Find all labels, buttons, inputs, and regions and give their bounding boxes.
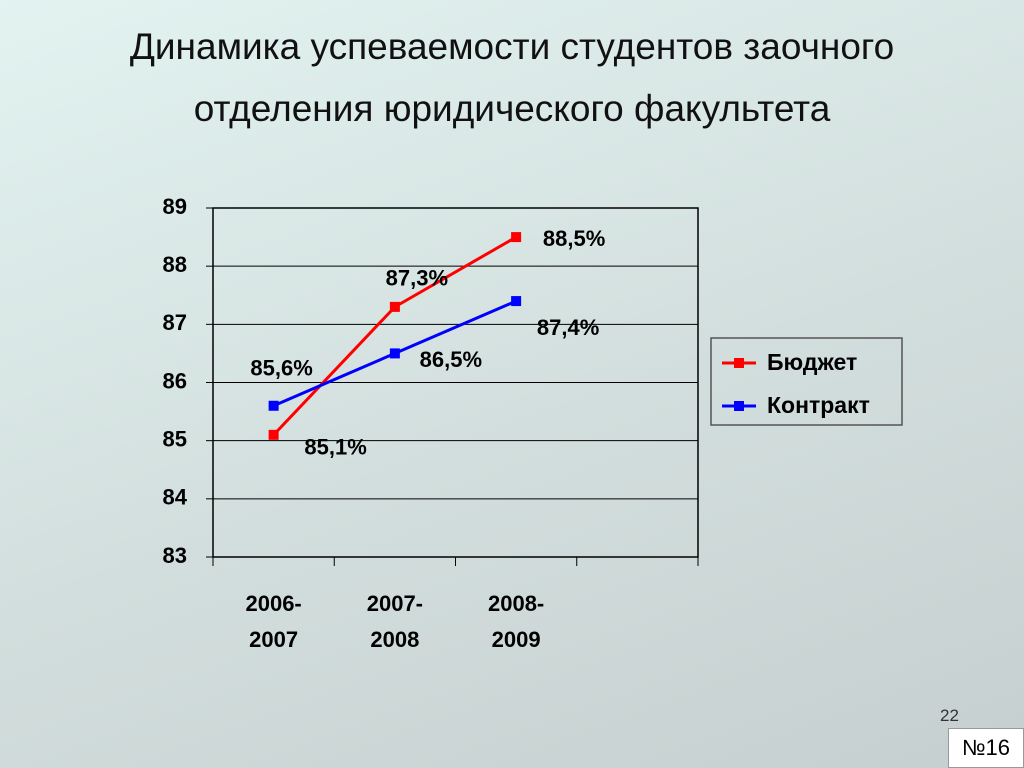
chart-title: Динамика успеваемости студентов заочного… xyxy=(129,26,895,129)
y-tick-label: 84 xyxy=(163,485,188,510)
y-tick-label: 86 xyxy=(163,368,187,393)
legend-box xyxy=(710,337,903,426)
data-point xyxy=(511,232,522,243)
data-point xyxy=(268,400,279,411)
y-tick-label: 89 xyxy=(163,194,187,219)
y-tick-label: 83 xyxy=(163,543,187,568)
data-point xyxy=(389,348,400,359)
y-tick-label: 85 xyxy=(163,426,187,451)
data-label: 86,5% xyxy=(420,347,482,372)
page-number: 22 xyxy=(940,706,959,725)
data-label: 88,5% xyxy=(543,226,605,251)
data-label: 87,3% xyxy=(386,266,448,291)
x-tick-label: 2007-2008 xyxy=(366,591,424,652)
data-label: 85,6% xyxy=(250,356,312,381)
legend-label: Бюджет xyxy=(767,349,857,375)
x-tick-label: 2008-2009 xyxy=(487,591,545,652)
legend-label: Контракт xyxy=(767,392,870,418)
data-label: 85,1% xyxy=(304,435,366,460)
data-point xyxy=(389,301,400,312)
data-label: 87,4% xyxy=(537,315,599,340)
x-tick-label: 2006-2007 xyxy=(245,591,302,652)
y-tick-label: 87 xyxy=(163,310,187,335)
data-point xyxy=(511,296,522,307)
legend-marker xyxy=(734,358,744,368)
legend-marker xyxy=(734,401,744,411)
y-tick-label: 88 xyxy=(163,252,187,277)
slide-label: №16 xyxy=(948,728,1024,768)
data-point xyxy=(268,429,279,440)
